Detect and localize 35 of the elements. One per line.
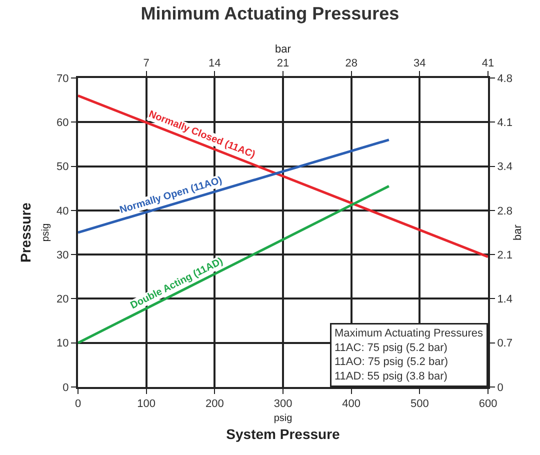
y2-tick-label: 4.1 xyxy=(497,116,512,129)
y2-tick-label: 0.7 xyxy=(497,338,512,350)
y-tick-label: 60 xyxy=(56,116,69,129)
y2-tick-label: 1.4 xyxy=(497,294,512,306)
annotation: Maximum Actuating Pressures 11AC: 75 psig (5.2 bar) 11AO: 75 psig (5.2 bar) 11AD: 55 psig (3.8 bar) xyxy=(334,328,484,382)
y-tick-label: 10 xyxy=(56,338,69,350)
y2-tick-label: 0 xyxy=(497,382,504,394)
y-tick-label: 50 xyxy=(56,161,69,174)
x-tick-label: 600 xyxy=(478,398,498,410)
x2-tick-label: 14 xyxy=(208,58,221,70)
x-tick-label: 400 xyxy=(342,398,361,410)
y-tick-label: 0 xyxy=(62,382,69,394)
y-axis-title: Pressure psig xyxy=(17,202,52,262)
chart-title: Minimum Actuating Pressures xyxy=(140,3,400,24)
x2-tick-label: 7 xyxy=(143,58,150,70)
x2-tick-label: 34 xyxy=(414,58,426,70)
y-tick-label: 70 xyxy=(56,72,69,85)
y2-tick-label: 2.1 xyxy=(497,249,512,262)
x2-tick-label: 41 xyxy=(482,58,494,70)
x2-axis-title: bar xyxy=(275,44,292,56)
y2-tick-label: 2.8 xyxy=(497,205,512,218)
x-tick-label: 200 xyxy=(205,398,224,410)
y-tick-label: 40 xyxy=(56,205,69,218)
x-tick-label: 100 xyxy=(137,398,156,410)
y2-axis-title: bar xyxy=(512,224,524,240)
y-tick-label: 30 xyxy=(56,249,69,262)
y2-tick-label: 4.8 xyxy=(497,72,512,85)
x-axis-title: psig System Pressure xyxy=(226,413,340,442)
x-tick-label: 500 xyxy=(410,398,429,410)
x-tick-label: 0 xyxy=(74,398,82,410)
y-tick-label: 20 xyxy=(56,294,69,306)
y2-tick-label: 3.4 xyxy=(497,161,512,174)
x2-tick-label: 28 xyxy=(345,58,358,70)
x-tick-label: 300 xyxy=(274,398,292,410)
x2-tick-label: 21 xyxy=(276,58,290,70)
